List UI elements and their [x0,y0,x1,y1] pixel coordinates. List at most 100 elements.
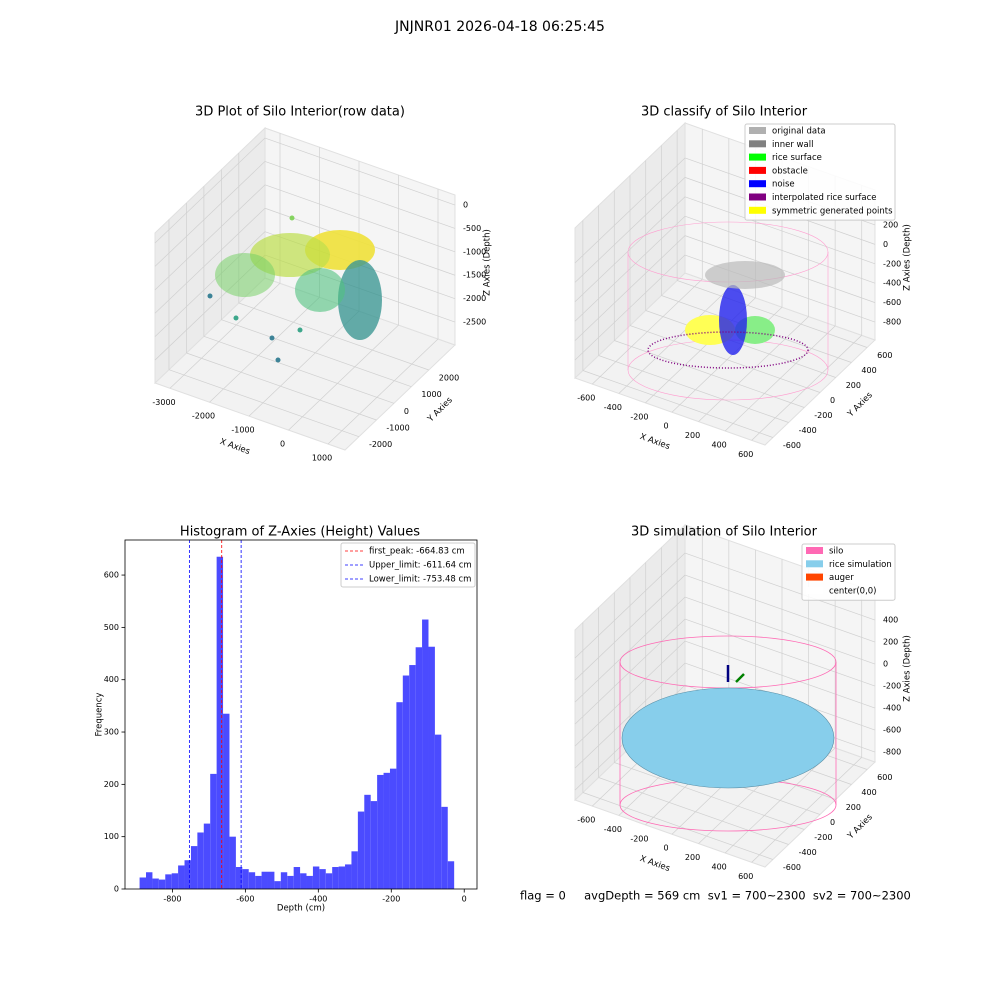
bar [441,806,448,889]
grid-line [168,369,360,437]
chart-title: 3D Plot of Silo Interior(row data) [195,105,405,120]
plot-frame [124,539,478,890]
y-tick-label: -600 [783,863,801,872]
y-tick-label: 400 [104,675,119,684]
z-tick-label: -800 [883,318,901,327]
grid-line [684,215,876,284]
z-tick-label: 0 [883,660,888,669]
bar [287,875,294,889]
grid-line [154,207,266,314]
grid-line [684,640,876,709]
legend-label: original data [772,127,826,137]
z-tick-label: -600 [883,726,901,735]
z-tick-label: -800 [883,748,901,757]
point [233,315,239,321]
grid-line [574,552,686,659]
grid-line [264,161,456,229]
y-tick-label: -200 [814,411,832,420]
bar [447,861,455,889]
x-tick-label: 0 [280,440,285,449]
legend-label: noise [772,180,795,190]
legend-label: center(0,0) [829,586,877,596]
bar [389,768,397,889]
bar [364,794,371,889]
y-tick-label: 600 [877,351,892,360]
bar [332,867,339,889]
bar [300,873,307,889]
bar [293,867,301,889]
z-tick-label: 200 [883,220,898,229]
bar [210,773,217,889]
x-tick-label: -600 [577,816,595,825]
point [275,357,281,363]
cloud [215,253,275,297]
x-tick-label: -400 [309,895,327,904]
grid-line [264,184,456,253]
grid-line [203,336,395,404]
auger [735,673,745,683]
grid-line [582,792,773,860]
simulation [619,635,837,832]
z-tick-label: -2500 [463,318,486,327]
z-tick-label: -400 [883,279,901,288]
x-tick-label: -2000 [192,412,215,421]
legend-swatch [806,586,823,594]
grid-line [574,254,686,361]
bar [197,832,204,889]
point [269,335,275,341]
y-tick-label: 200 [104,780,119,789]
cloud [295,268,345,312]
bar [255,875,262,889]
legend-label: auger [829,573,854,583]
grid-line [154,137,266,244]
legend-label: Upper_limit: -611.64 cm [369,561,472,571]
y-axis-label: Frequency [95,693,105,737]
z-tick-label: -2000 [463,294,486,303]
cloud [719,285,747,355]
y-tick-label: 200 [846,381,861,390]
bar [152,878,159,889]
y-tick-label: -1000 [386,424,409,433]
x-tick-label: -200 [382,895,400,904]
point [289,215,295,221]
cloud [250,233,330,277]
legend-swatch [749,140,766,148]
legend-swatch [749,206,766,214]
bar [383,772,390,889]
chart-title: 3D classify of Silo Interior [641,105,808,120]
x-tick-label: -3000 [152,398,175,407]
grid-line [684,552,876,621]
grid-line [574,596,686,703]
bar [223,713,230,889]
grid-line [327,338,439,445]
legend-label: rice surface [772,153,822,163]
bar [402,675,410,889]
x-tick-label: -600 [577,394,595,403]
y-tick-label: 500 [104,623,119,632]
grid-line [186,352,377,421]
bar [422,619,429,889]
y-tick-label: 0 [830,818,835,827]
bar [306,875,313,889]
grid-line [574,177,686,283]
bar [357,811,365,889]
grid-line [614,762,805,830]
y-tick-label: -2000 [369,440,392,449]
legend-box [340,542,476,588]
cloud [647,331,809,369]
legend-box [744,123,896,221]
cloud [705,261,785,289]
bar [338,866,346,889]
z-tick-label: 0 [883,240,888,249]
legend-label: interpolated rice surface [772,193,877,203]
y-tick-label: 400 [861,366,876,375]
x-tick-label: 200 [685,431,700,440]
grid-line [574,618,686,725]
grid-line [154,161,266,267]
bar [203,823,211,889]
bar [139,877,147,889]
legend-swatch [806,560,823,568]
bar [409,665,416,889]
z-tick-label: -200 [883,259,901,268]
